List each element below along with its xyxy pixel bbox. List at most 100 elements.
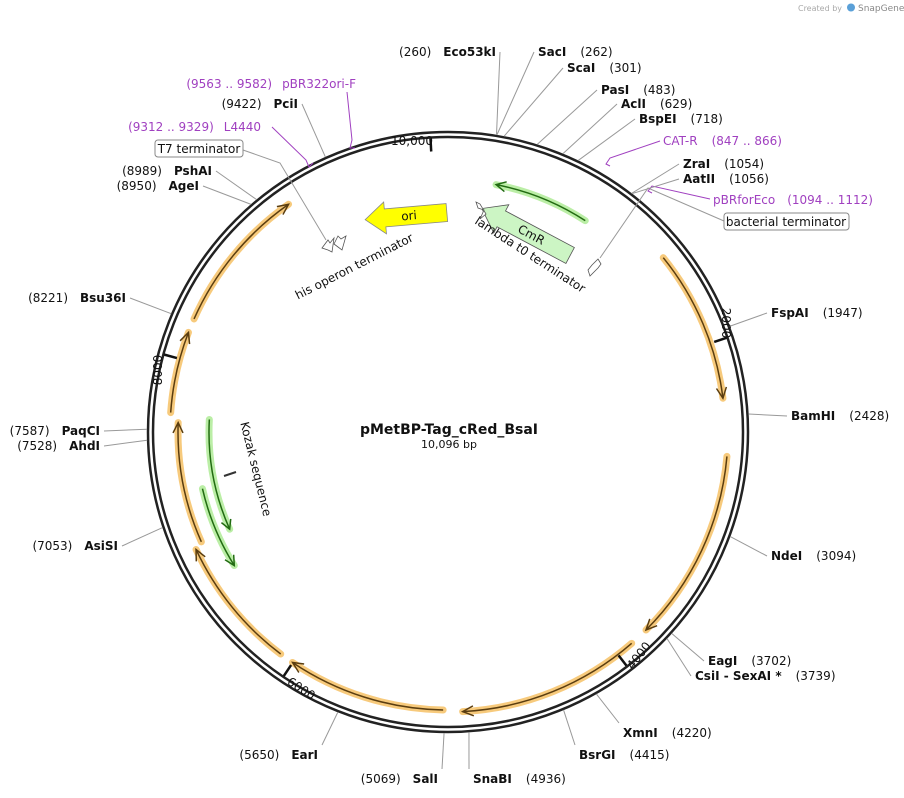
site-leader <box>496 51 535 136</box>
feature-arrowhead <box>291 661 305 673</box>
site-label: NdeI (3094) <box>771 549 856 563</box>
site-name: SacI <box>538 45 566 59</box>
feature-label: T7 terminator <box>157 142 241 156</box>
site-position: (3094) <box>816 549 856 563</box>
site-name: BsrGI <box>579 748 616 762</box>
feature-arc <box>193 203 289 320</box>
kozak-mark <box>223 471 237 477</box>
site-leader <box>495 51 501 135</box>
tick-mark <box>164 353 178 360</box>
feature-label: ori <box>401 208 418 223</box>
site-position: (4415) <box>630 748 670 762</box>
site-position: (1054) <box>724 157 764 171</box>
site-label: ScaI (301) <box>567 61 642 75</box>
site-label: CsiI - SexAI * (3739) <box>695 669 836 683</box>
site-position: (8989) <box>122 164 162 178</box>
site-name: AatII <box>683 172 715 186</box>
site-name: AgeI <box>169 179 199 193</box>
feature-arc <box>195 549 282 655</box>
primer-label: pBRforEco (1094 .. 1112) <box>713 193 873 207</box>
feature-label: his operon terminator <box>293 231 416 303</box>
site-position: (7587) <box>10 424 50 438</box>
site-label: (7053) AsiSI <box>32 539 118 553</box>
site-label: AatII (1056) <box>683 172 769 186</box>
site-position: (629) <box>660 97 692 111</box>
site-name: Bsu36I <box>80 291 126 305</box>
site-label: (9422) PciI <box>222 97 298 111</box>
feature-arrowhead <box>494 181 507 193</box>
tick-label: 10,000 <box>391 134 433 148</box>
backbone-outer <box>146 130 750 734</box>
feature-arc <box>662 257 724 399</box>
feature-arc <box>462 642 633 713</box>
terminator-glyphs <box>321 201 602 277</box>
site-name: AhdI <box>69 439 100 453</box>
primer-name: pBRforEco <box>713 193 775 207</box>
tick-mark <box>282 664 293 677</box>
feature-arrowhead <box>715 386 728 400</box>
primer-name: CAT-R <box>663 134 698 148</box>
site-position: (7528) <box>17 439 57 453</box>
site-position: (301) <box>609 61 641 75</box>
site-label: (5069) SalI <box>361 772 438 786</box>
site-leader <box>595 693 620 724</box>
site-position: (483) <box>643 83 675 97</box>
site-label: SacI (262) <box>538 45 613 59</box>
leader-line <box>242 149 327 241</box>
site-name: PshAI <box>174 164 212 178</box>
feature-arc <box>495 183 586 222</box>
site-leader <box>215 170 257 201</box>
site-label: PasI (483) <box>601 83 675 97</box>
tick-label: 2000 <box>719 308 733 339</box>
site-position: (8950) <box>117 179 157 193</box>
feature-arc <box>169 332 190 413</box>
site-name: ScaI <box>567 61 595 75</box>
leader-line <box>599 187 725 259</box>
site-name: SalI <box>413 772 438 786</box>
feature-label: bacterial terminator <box>726 215 846 229</box>
site-position: (2428) <box>849 409 889 423</box>
feature-arc <box>177 422 203 543</box>
feature-glow <box>459 639 636 716</box>
primer-range: (9312 .. 9329) <box>128 120 214 134</box>
site-name: PasI <box>601 83 629 97</box>
site-name: EarI <box>291 748 318 762</box>
site-label: BsrGI (4415) <box>579 748 669 762</box>
site-name: EagI <box>708 654 737 668</box>
feature-label: Kozak sequence <box>237 420 274 517</box>
site-leader <box>666 638 692 677</box>
site-label: ZraI (1054) <box>683 157 764 171</box>
site-label: EagI (3702) <box>708 654 791 668</box>
primer-label: CAT-R (847 .. 866) <box>663 134 782 148</box>
primer-range: (847 .. 866) <box>712 134 782 148</box>
site-label: (260) Eco53kI <box>399 45 496 59</box>
site-label: (7587) PaqCI <box>10 424 100 438</box>
site-position: (8221) <box>28 291 68 305</box>
site-position: (5650) <box>239 748 279 762</box>
feature-arc <box>201 488 235 566</box>
site-label: BspEI (718) <box>639 112 723 126</box>
site-label: AclI (629) <box>621 97 692 111</box>
primer-name: pBR322ori-F <box>282 77 356 91</box>
primer-name: L4440 <box>224 120 261 134</box>
site-leader <box>631 178 680 195</box>
site-label: (8221) Bsu36I <box>28 291 126 305</box>
site-position: (260) <box>399 45 431 59</box>
site-name: ZraI <box>683 157 710 171</box>
site-name: SnaBI <box>473 772 512 786</box>
site-name: AclI <box>621 97 646 111</box>
site-label: XmnI (4220) <box>623 726 712 740</box>
site-leader <box>321 711 339 746</box>
site-leader <box>503 67 564 137</box>
brand-logo <box>847 3 855 12</box>
site-leader <box>103 439 148 447</box>
site-label: (8950) AgeI <box>117 179 199 193</box>
site-position: (718) <box>691 112 723 126</box>
site-position: (262) <box>580 45 612 59</box>
site-leader <box>671 633 705 662</box>
tick-label: 8000 <box>151 355 165 386</box>
site-label: (8989) PshAI <box>122 164 212 178</box>
site-name: FspAI <box>771 306 809 320</box>
site-name: CsiI - SexAI * <box>695 669 782 683</box>
